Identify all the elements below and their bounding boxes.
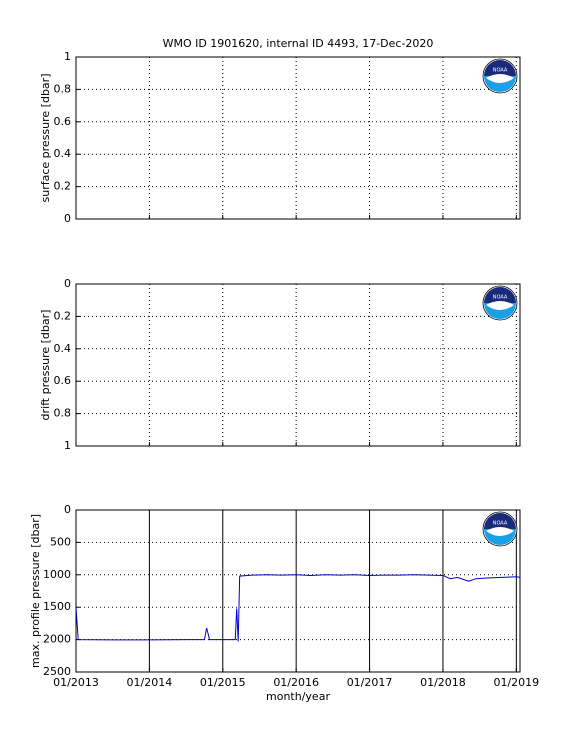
logo-text: NOAA: [493, 295, 508, 301]
logo-top: [484, 513, 516, 529]
y-tick-label: 0: [64, 212, 71, 225]
x-tick-label: 01/2014: [127, 676, 173, 689]
y-tick-label: 500: [50, 535, 71, 548]
y-tick-label: 0: [64, 277, 71, 290]
plot-frame: [75, 56, 521, 220]
y-tick-label: 1500: [43, 600, 71, 613]
y-tick-label: 0.2: [54, 180, 72, 193]
logo-text: NOAA: [493, 521, 508, 527]
plot-frame: [75, 509, 521, 673]
y-tick-label: 1: [64, 439, 71, 452]
y-axis-label: drift pressure [dbar]: [39, 310, 52, 421]
x-tick-label: 01/2016: [273, 676, 319, 689]
chart-title: WMO ID 1901620, internal ID 4493, 17-Dec…: [163, 37, 434, 50]
y-axis-label: max. profile pressure [dbar]: [29, 514, 42, 668]
y-tick-label: 1: [64, 50, 71, 63]
x-axis-label: month/year: [266, 690, 330, 703]
x-tick-label: 01/2015: [200, 676, 246, 689]
logo-top: [484, 60, 516, 76]
y-tick-label: 0.8: [54, 407, 72, 420]
y-tick-label: 0.4: [54, 147, 72, 160]
x-tick-label: 01/2018: [420, 676, 466, 689]
data-line: [75, 574, 521, 642]
x-tick-label: 01/2013: [53, 676, 99, 689]
logo-bird: [486, 301, 514, 310]
y-tick-label: 0.2: [54, 309, 72, 322]
y-tick-label: 0.4: [54, 342, 72, 355]
logo-bird: [486, 74, 514, 83]
x-tick-label: 01/2017: [347, 676, 393, 689]
y-tick-label: 0.6: [54, 115, 72, 128]
logo-bird: [486, 527, 514, 536]
y-tick-label: 2000: [43, 633, 71, 646]
logo-top: [484, 287, 516, 303]
y-tick-label: 0: [64, 503, 71, 516]
y-tick-label: 2500: [43, 665, 71, 678]
y-tick-label: 0.8: [54, 82, 72, 95]
y-axis-label: surface pressure [dbar]: [39, 74, 52, 203]
y-tick-label: 0.6: [54, 374, 72, 387]
logo-text: NOAA: [493, 68, 508, 74]
x-tick-label: 01/2019: [493, 676, 539, 689]
y-tick-label: 1000: [43, 568, 71, 581]
plot-frame: [75, 283, 521, 447]
